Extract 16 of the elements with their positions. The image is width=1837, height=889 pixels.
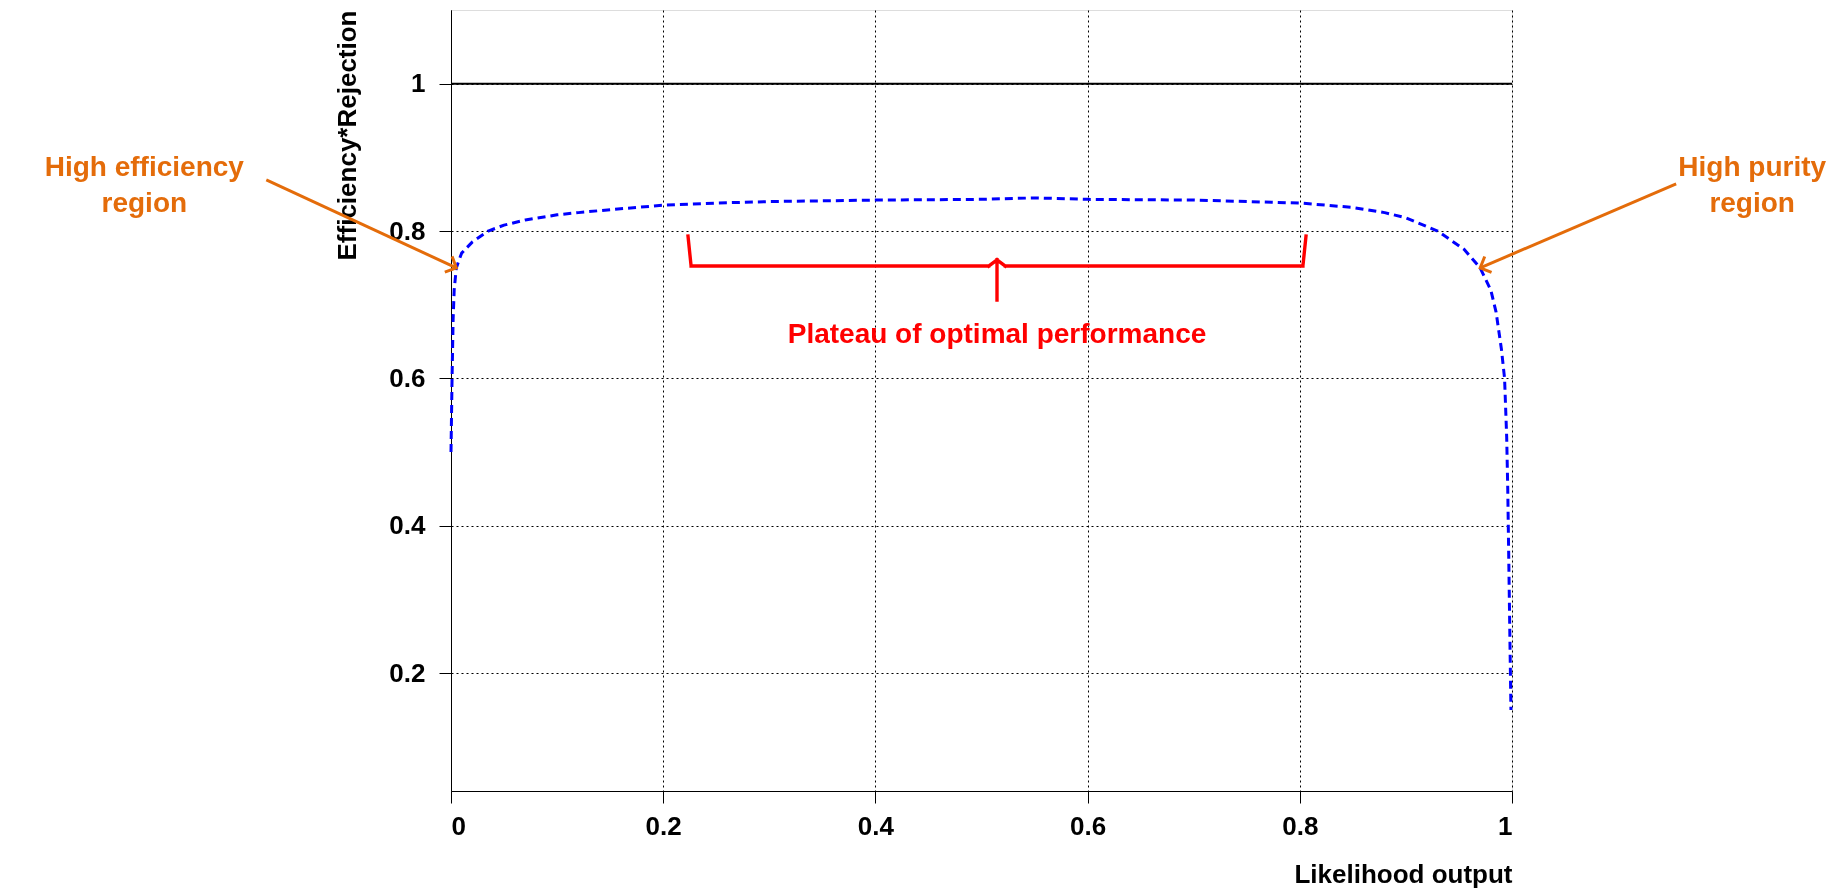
x-tick-label: 0.6 — [1070, 810, 1107, 841]
y-tick-label: 0.6 — [389, 362, 426, 393]
annotation: High efficiency region — [44, 150, 245, 218]
y-tick-label: 0.4 — [389, 510, 427, 541]
x-tick-label: 0.8 — [1282, 810, 1319, 841]
y-tick-label: 0.8 — [389, 215, 426, 246]
x-tick-label: 0.2 — [645, 810, 682, 841]
annotation: Plateau of optimal performance — [787, 318, 1207, 349]
x-tick-label: 1 — [1498, 810, 1513, 841]
annotation: High purity region — [1678, 150, 1827, 218]
x-tick-label: 0 — [451, 810, 466, 841]
y-tick-label: 0.2 — [389, 657, 426, 688]
y-axis-title: Efficiency*Rejection — [332, 10, 363, 261]
y-tick-label: 1 — [411, 68, 426, 99]
x-tick-label: 0.4 — [857, 810, 895, 841]
x-axis-title: Likelihood output — [1294, 858, 1513, 889]
